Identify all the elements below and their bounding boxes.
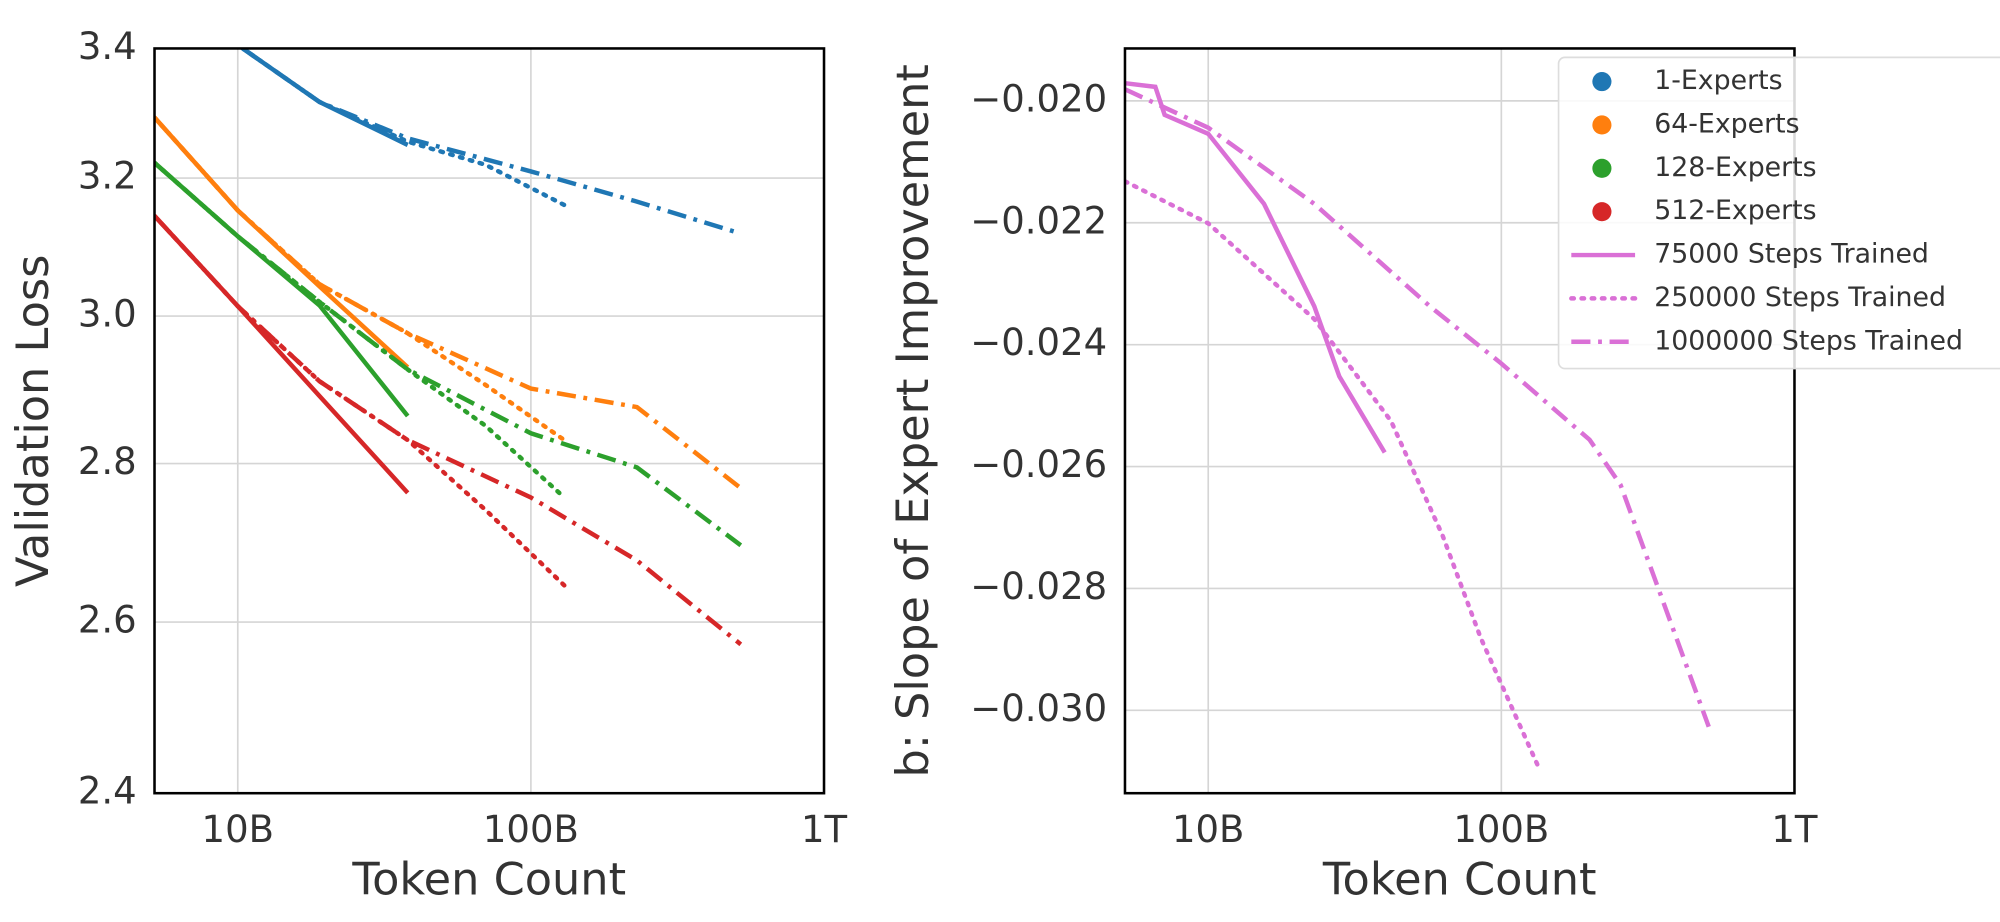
line <box>1124 87 1711 728</box>
y-tick-label: −0.026 <box>970 443 1107 486</box>
legend-marker <box>1592 202 1612 222</box>
x-tick-label: 100B <box>483 808 579 851</box>
line <box>154 214 743 647</box>
y-tick-label: −0.022 <box>970 199 1107 242</box>
y-tick-label: 2.4 <box>78 770 137 813</box>
x-tick-label: 10B <box>1172 808 1244 851</box>
y-tick-label: −0.020 <box>970 77 1107 120</box>
y-tick-label: 2.6 <box>78 599 137 642</box>
x-tick-label: 100B <box>1453 808 1549 851</box>
axes-frame <box>153 47 826 795</box>
line <box>1124 179 1540 768</box>
y-tick-label: −0.028 <box>970 565 1107 608</box>
legend: 1-Experts 64-Experts 128-Experts 512-Expert… <box>1557 56 2000 370</box>
x-tick-label: 1T <box>1771 808 1818 851</box>
x-tick-label: 10B <box>202 808 274 851</box>
line <box>240 48 567 208</box>
legend-marker <box>1592 158 1612 178</box>
legend-label: 250000 Steps Trained <box>1654 282 1946 313</box>
line <box>154 161 743 548</box>
y-tick-label: 2.8 <box>78 440 137 483</box>
y-axis-label: Validation Loss <box>7 255 59 587</box>
legend-marker <box>1592 115 1612 135</box>
legend-label: 1000000 Steps Trained <box>1654 325 1963 356</box>
legend-label: 75000 Steps Trained <box>1654 239 1929 270</box>
legend-label: 64-Experts <box>1654 108 1799 139</box>
x-axis-label: Token Count <box>1322 853 1597 905</box>
legend-box <box>1557 56 2000 370</box>
y-tick-label: 3.0 <box>78 293 137 336</box>
axes-frame <box>1123 47 1796 795</box>
legend-marker <box>1592 72 1612 92</box>
y-tick-label: −0.030 <box>970 687 1107 730</box>
x-tick-label: 1T <box>801 808 848 851</box>
y-tick-label: 3.2 <box>78 155 137 198</box>
legend-label: 1-Experts <box>1654 65 1782 96</box>
line <box>154 115 743 490</box>
line <box>1124 80 1387 454</box>
legend-label: 128-Experts <box>1654 152 1816 183</box>
plot-area <box>154 48 825 794</box>
legend-label: 512-Experts <box>1654 195 1816 226</box>
y-tick-label: 3.4 <box>78 25 137 68</box>
y-axis-label: b: Slope of Expert Improvement <box>887 64 939 777</box>
y-tick-label: −0.024 <box>970 321 1107 364</box>
x-axis-label: Token Count <box>351 853 626 905</box>
line <box>241 48 742 236</box>
